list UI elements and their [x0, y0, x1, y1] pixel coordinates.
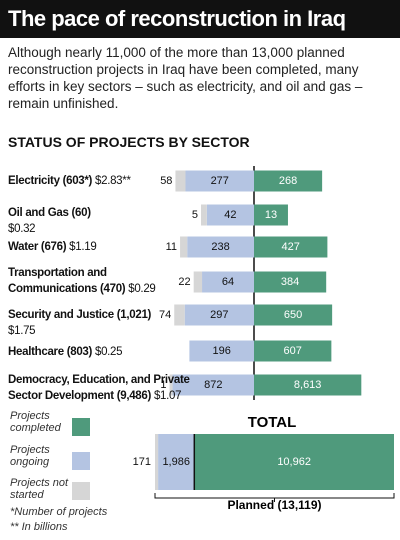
legend-label: Projects ongoing [10, 444, 50, 468]
value-label: 5 [192, 209, 198, 221]
value-label: 607 [284, 345, 302, 357]
total-bar [158, 434, 195, 490]
category-amount: $1.07 [153, 390, 182, 402]
bar-not-started [180, 236, 188, 258]
category-amount: $1.75 [8, 325, 36, 337]
category-label: Oil and Gas (60) $0.32 [8, 205, 118, 237]
category-label: Electricity (603*) $2.83** [8, 173, 188, 189]
value-label: 277 [211, 175, 229, 187]
value-label: 268 [279, 175, 297, 187]
category-amount: $1.19 [69, 241, 97, 253]
category-name: Democracy, Education, and Private Sector… [8, 374, 190, 402]
category-label: Water (676) $1.19 [8, 239, 208, 255]
bar-completed [254, 374, 362, 396]
value-label: 10,962 [277, 456, 311, 468]
category-name: Electricity (603*) [8, 175, 93, 187]
value-label: 171 [133, 456, 151, 468]
total-bar [155, 434, 159, 490]
bar-ongoing [185, 170, 254, 192]
value-label: 22 [178, 276, 190, 288]
category-name: Oil and Gas (60) [8, 207, 91, 219]
intro: Although nearly 11,000 of the more than … [8, 45, 363, 111]
bracket [154, 493, 395, 502]
bar-not-started [169, 374, 173, 396]
category-label: Healthcare (803) $0.25 [8, 344, 208, 360]
value-label: 11 [166, 241, 177, 253]
bar-ongoing [206, 204, 254, 226]
value-label: 58 [160, 175, 172, 187]
bar-completed [254, 170, 323, 192]
category-amount: $0.32 [8, 223, 36, 235]
category-name: Security and Justice (1,021) [8, 309, 152, 321]
value-label: 384 [281, 276, 299, 288]
category-amount: $0.25 [94, 346, 123, 358]
bar-not-started [193, 271, 203, 293]
bar-completed [254, 236, 328, 258]
legend-label: Projects not started [10, 477, 69, 501]
legend-swatch [72, 482, 90, 500]
bar-not-started [175, 170, 186, 192]
footnote: *Number of projects [10, 506, 108, 518]
value-label: 650 [284, 309, 302, 321]
bar-ongoing [184, 304, 254, 326]
total-title: TOTAL [248, 414, 297, 431]
bar-ongoing [187, 236, 254, 258]
category-label: Transportation and Communications (470) … [8, 265, 158, 297]
bar-not-started [200, 204, 207, 226]
category-name: Healthcare (803) [8, 346, 93, 358]
category-amount: $0.29 [128, 283, 156, 295]
bar-completed [254, 340, 332, 362]
subtitle: STATUS OF PROJECTS BY SECTOR [8, 134, 250, 150]
bar-completed [254, 204, 288, 226]
value-label: 74 [159, 309, 171, 321]
value-label: 297 [210, 309, 228, 321]
category-label: Security and Justice (1,021) $1.75 [8, 307, 158, 339]
value-label: 872 [204, 379, 222, 391]
value-label: 13 [265, 209, 277, 221]
category-name: Transportation and Communications (470) [8, 267, 126, 295]
legend-swatch [72, 418, 90, 436]
category-label: Democracy, Education, and Private Sector… [8, 372, 226, 404]
footnote: ** In billions [10, 521, 68, 533]
value-label: 238 [211, 241, 229, 253]
bar-ongoing [172, 374, 254, 396]
bar-not-started [174, 304, 185, 326]
bar-completed [254, 304, 333, 326]
bar-completed [254, 271, 327, 293]
title: The pace of reconstruction in Iraq [0, 0, 400, 38]
value-label: 1 [160, 379, 166, 391]
total-bar [194, 434, 394, 490]
category-amount: $2.83** [95, 175, 131, 187]
bar-ongoing [202, 271, 254, 293]
legend-label: Projects completed [10, 410, 61, 434]
value-label: 427 [282, 241, 300, 253]
total-label: Planned (13,119) [227, 498, 321, 512]
category-name: Water (676) [8, 241, 67, 253]
value-label: 1,986 [162, 456, 190, 468]
legend-swatch [72, 452, 90, 470]
value-label: 42 [224, 209, 236, 221]
bar-ongoing [189, 340, 254, 362]
value-label: 8,613 [294, 379, 322, 391]
value-label: 64 [222, 276, 234, 288]
value-label: 196 [213, 345, 231, 357]
